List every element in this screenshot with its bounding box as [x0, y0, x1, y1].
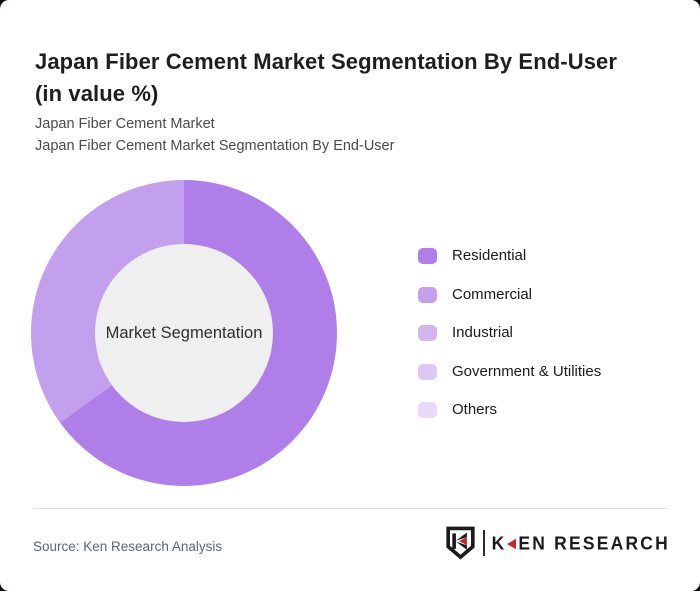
legend-label: Residential [452, 247, 527, 264]
wordmark-rest: EN RESEARCH [518, 531, 670, 553]
logo-wordmark: K EN RESEARCH [492, 532, 670, 554]
page-title: Japan Fiber Cement Market Segmentation B… [35, 48, 618, 106]
wordmark-first-letter: K [491, 531, 507, 553]
legend-label: Industrial [452, 324, 513, 341]
legend: Residential Commercial Industrial Govern… [418, 248, 601, 418]
legend-item-residential: Residential [418, 248, 601, 264]
legend-label: Commercial [452, 285, 533, 303]
legend-item-government-utilities: Government & Utilities [418, 362, 602, 380]
subtitle-line-2: Japan Fiber Cement Market Segmentation B… [35, 137, 395, 154]
donut-chart: Market Segmentation [31, 180, 337, 486]
source-divider [33, 508, 667, 509]
legend-swatch-residential [418, 248, 437, 264]
logo-shield-icon [445, 526, 475, 560]
legend-swatch-commercial [418, 286, 437, 303]
source-text: Source: Ken Research Analysis [33, 539, 223, 554]
wordmark-triangle-icon [507, 537, 517, 549]
legend-label: Others [452, 401, 498, 418]
legend-swatch-industrial [418, 325, 437, 341]
donut-center: Market Segmentation [95, 244, 273, 422]
legend-item-commercial: Commercial [418, 285, 601, 303]
subtitle-line-1: Japan Fiber Cement Market [35, 116, 215, 132]
subtitle: Japan Fiber Cement Market Japan Fiber Ce… [35, 114, 655, 157]
logo-divider [482, 530, 485, 556]
donut-center-label: Market Segmentation [105, 323, 263, 342]
legend-item-others: Others [418, 402, 601, 418]
legend-label: Government & Utilities [452, 362, 602, 380]
ken-research-logo: K EN RESEARCH [445, 523, 670, 563]
legend-item-industrial: Industrial [418, 325, 601, 341]
legend-swatch-others [418, 402, 437, 418]
legend-swatch-government-utilities [418, 363, 437, 380]
